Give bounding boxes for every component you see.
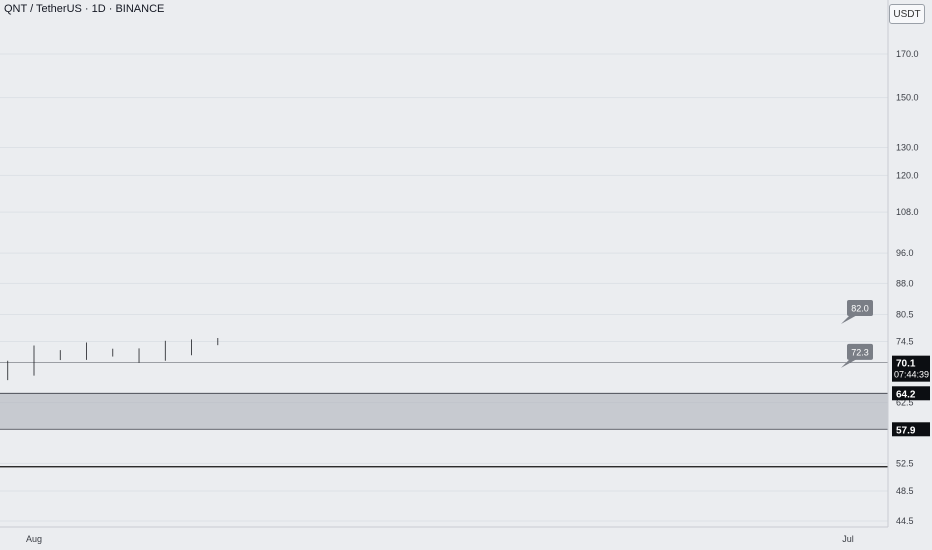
price-tick-label: 74.5	[896, 336, 914, 346]
demand-zone	[0, 393, 888, 430]
price-label-box	[892, 422, 930, 437]
grid-layer	[0, 53, 888, 522]
price-label-value: 64.2	[896, 389, 916, 400]
time-axis-panel	[0, 527, 888, 550]
time-tick-label: Aug	[26, 534, 42, 544]
price-tick-label: 48.5	[896, 486, 914, 496]
annotations-layer: SW HSW LICHiBOSiBOSinvalidation level82.…	[0, 300, 888, 468]
target-callout-box	[847, 300, 873, 317]
price-tick-label: 130.0	[896, 142, 919, 152]
target-callout-pointer	[841, 357, 859, 368]
price-tick-label: 80.5	[896, 309, 914, 319]
price-tick-label: 108.0	[896, 207, 919, 217]
price-axis-panel	[888, 0, 932, 550]
countdown-timer: 07:44:39	[894, 370, 929, 380]
price-tick-label: 52.5	[896, 458, 914, 468]
price-tick-label: 62.5	[896, 398, 914, 408]
price-label-box	[892, 386, 930, 401]
price-label-value: 70.1	[896, 359, 916, 370]
target-callout-box	[847, 343, 873, 360]
zones-layer: Demand	[0, 362, 888, 430]
target-callout-pointer	[841, 314, 859, 325]
price-tick-label: 120.0	[896, 170, 919, 180]
symbol-header: QNT / TetherUS · 1D · BINANCE	[4, 3, 165, 15]
currency-button[interactable]: USDT	[889, 4, 925, 24]
target-callout-value: 82.0	[851, 304, 869, 314]
price-label-box	[892, 355, 930, 382]
price-tick-label: 44.5	[896, 516, 914, 526]
price-tick-label: 96.0	[896, 248, 914, 258]
price-tick-label: 88.0	[896, 278, 914, 288]
price-tick-label: 170.0	[896, 49, 919, 59]
time-tick-label: Jul	[842, 534, 854, 544]
price-tick-label: 150.0	[896, 93, 919, 103]
candles-layer	[7, 337, 219, 381]
price-label-value: 57.9	[896, 425, 916, 436]
target-callout-value: 72.3	[851, 347, 869, 357]
